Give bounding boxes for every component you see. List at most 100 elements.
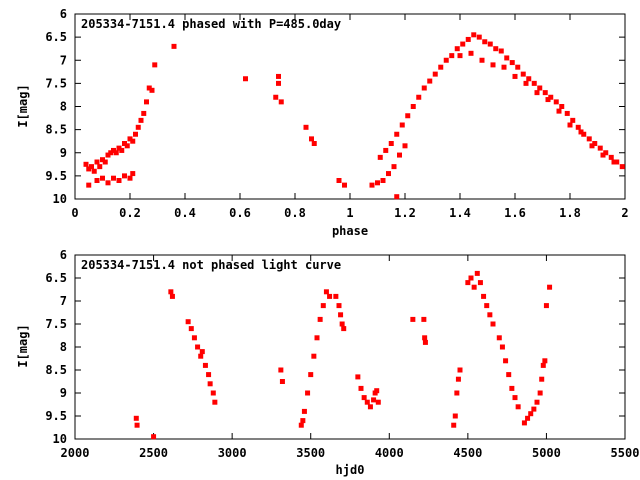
y-tick-label: 8.5 [45,363,67,377]
data-point [454,390,460,396]
data-point [86,182,92,188]
data-point [89,164,94,170]
data-point [586,136,592,142]
data-point [394,194,400,200]
x-tick-label: 1.6 [504,206,526,220]
data-point [399,122,405,128]
x-tick-label: 0.8 [284,206,306,220]
data-point [443,57,449,63]
data-point [498,48,504,54]
data-point [499,344,505,350]
data-point [454,46,460,52]
data-point [317,316,323,322]
plot-frame [74,254,626,440]
data-point [386,171,391,177]
y-tick-label: 6.5 [45,271,67,285]
x-tick-label: 0.2 [119,206,141,220]
data-point [383,147,389,153]
data-point [314,335,320,341]
data-point [402,143,408,149]
data-point [116,178,122,183]
y-axis-label: I[mag] [16,84,30,127]
data-point [111,175,116,181]
data-point [276,80,281,86]
data-point [206,372,212,378]
data-point [479,57,485,63]
y-tick-label: 6.5 [45,30,67,44]
data-point [303,124,309,130]
data-point [374,388,380,394]
data-point [451,422,457,428]
data-point [338,312,344,318]
panel-title: 205334-7151.4 not phased light curve [81,258,341,272]
data-point [355,374,361,380]
data-point [149,87,155,93]
data-point [119,147,125,153]
data-point [369,182,375,188]
data-point [608,154,614,160]
data-point [556,108,562,114]
data-point [298,422,304,428]
data-point [455,376,461,382]
data-point [545,97,551,103]
data-point [100,157,105,163]
data-point [449,53,455,59]
data-point [127,136,133,142]
data-point [531,80,537,86]
data-point [422,339,428,345]
data-point [548,94,554,100]
data-point [320,303,326,309]
y-tick-label: 9.5 [45,409,67,423]
data-point [124,143,130,149]
data-point [476,34,482,40]
data-point [465,36,471,42]
data-point [484,303,490,309]
data-point [528,411,534,417]
data-point [490,321,496,327]
data-point [388,141,394,146]
data-point [195,344,201,350]
data-point [405,113,411,119]
data-point [144,99,149,105]
data-point [421,85,427,91]
data-point [151,434,157,440]
data-point [342,182,347,188]
data-point [487,312,493,318]
data-point [570,117,576,123]
data-point [133,415,139,421]
data-point [198,353,204,359]
data-point [199,349,205,355]
x-tick-label: 2500 [139,446,168,460]
data-point [391,164,397,170]
data-point [311,353,317,359]
data-point [547,284,553,290]
data-point [279,379,285,384]
data-point [122,173,127,179]
data-point [380,178,386,183]
y-tick-label: 7.5 [45,317,67,331]
data-point [493,46,499,52]
data-point [504,55,510,61]
y-axis-label: I[mag] [16,324,30,367]
data-point [188,326,194,332]
x-tick-label: 3000 [218,446,247,460]
data-point [512,73,518,79]
data-point [603,150,609,156]
data-point [553,99,559,105]
data-point [477,280,483,286]
data-point [336,178,342,183]
data-point [515,64,521,70]
data-point [542,358,548,364]
data-point [300,418,306,424]
data-point [100,175,105,181]
data-point [487,41,493,47]
data-point [305,390,311,396]
data-point [377,154,383,160]
data-point [509,385,515,391]
data-point [341,326,347,332]
data-point [336,303,342,309]
data-point [135,124,141,130]
data-point [531,406,537,412]
y-tick-label: 9 [60,146,67,160]
